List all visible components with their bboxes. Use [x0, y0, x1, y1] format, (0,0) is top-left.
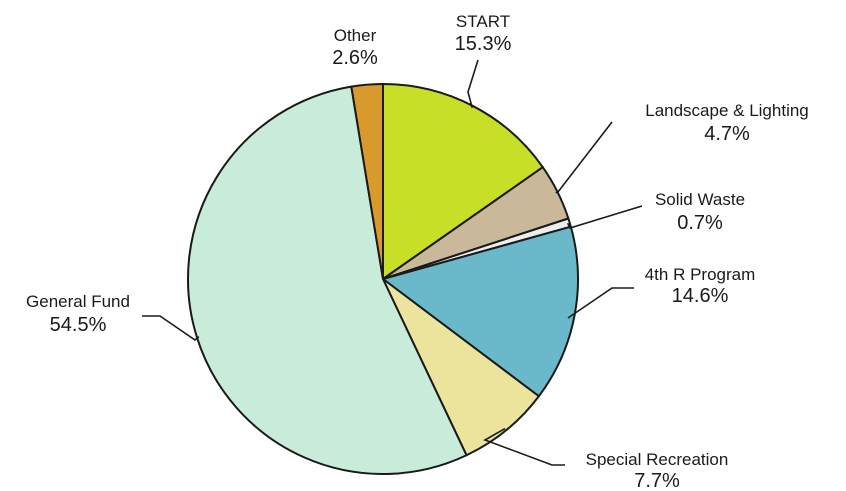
pie-slice-general-fund: [187, 85, 468, 475]
label-start: START 15.3%: [455, 12, 512, 55]
label-general-fund: General Fund 54.5%: [26, 292, 130, 336]
leader-line-special-recreation: [483, 427, 565, 466]
leader-line-landscape-lighting: [555, 121, 613, 194]
label-landscape-lighting-value: 4.7%: [704, 123, 750, 145]
leader-line-solid-waste: [566, 205, 643, 229]
label-other-name: Other: [334, 26, 377, 45]
label-start-value: 15.3%: [455, 33, 512, 55]
label-general-fund-name: General Fund: [26, 292, 130, 311]
label-other-value: 2.6%: [332, 47, 378, 69]
label-4th-r-program-name: 4th R Program: [645, 265, 756, 284]
pie-slice-other: [350, 83, 384, 280]
label-4th-r-program-value: 14.6%: [672, 285, 729, 307]
pie-slice-special-recreation: [382, 278, 540, 457]
label-other: Other 2.6%: [332, 26, 378, 69]
label-special-recreation-name: Special Recreation: [586, 450, 729, 469]
pie-slices: [187, 83, 579, 475]
label-general-fund-value: 54.5%: [50, 314, 107, 336]
label-special-recreation: Special Recreation 7.7%: [586, 450, 729, 491]
pie-slice-4th-r-program: [382, 225, 579, 398]
label-solid-waste: Solid Waste 0.7%: [655, 190, 745, 234]
leader-line-4th-r-program: [567, 287, 634, 319]
pie-slice-start: [382, 83, 544, 280]
label-solid-waste-name: Solid Waste: [655, 190, 745, 209]
label-4th-r-program: 4th R Program 14.6%: [645, 265, 756, 307]
leader-line-general-fund: [142, 315, 200, 342]
label-special-recreation-value: 7.7%: [634, 470, 680, 491]
label-landscape-lighting-name: Landscape & Lighting: [645, 101, 809, 120]
leader-line-start: [467, 59, 479, 109]
label-solid-waste-value: 0.7%: [677, 212, 723, 234]
label-start-name: START: [456, 12, 510, 31]
label-landscape-lighting: Landscape & Lighting 4.7%: [645, 101, 809, 145]
leader-lines: [142, 59, 643, 466]
